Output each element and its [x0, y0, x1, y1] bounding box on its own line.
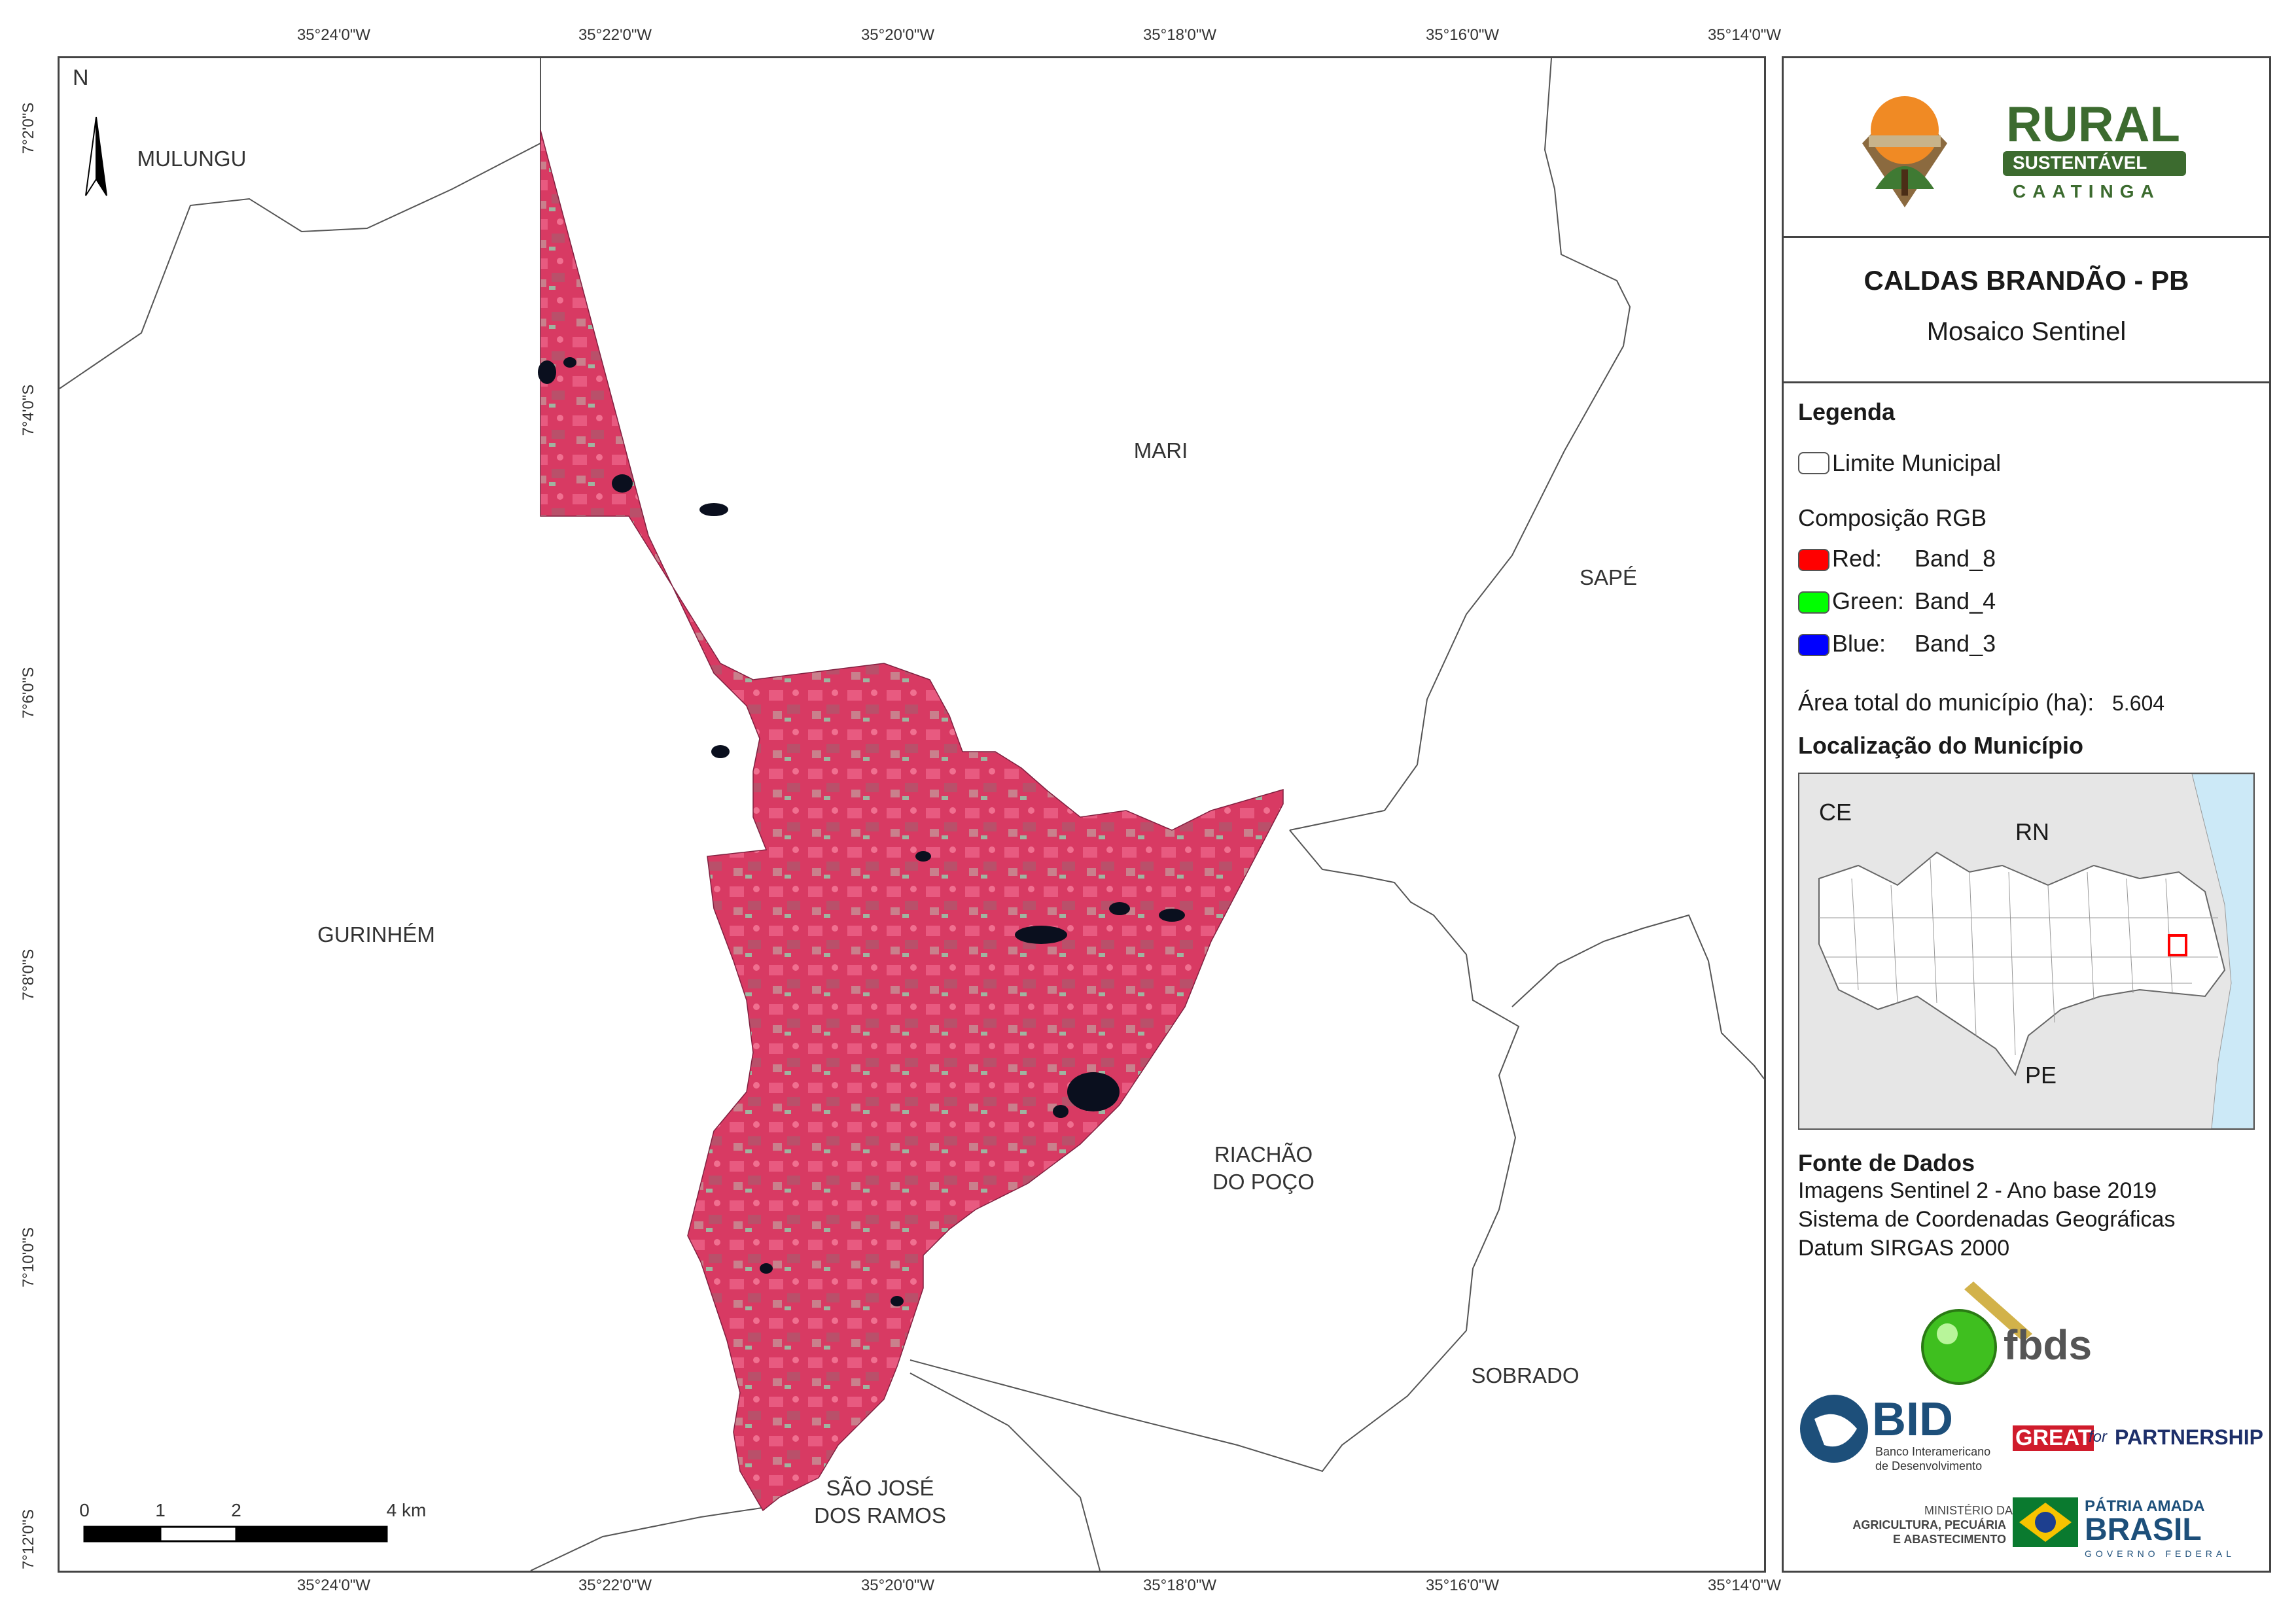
lon-label-top: 35°16'0"W [1425, 26, 1500, 44]
fbds-logo-text: fbds [2004, 1321, 2093, 1369]
ministerio-text: AGRICULTURA, PECUÁRIA [1852, 1518, 2006, 1531]
lon-label-bottom: 35°20'0"W [860, 1577, 935, 1594]
lon-label-bottom: 35°14'0"W [1707, 1577, 1782, 1594]
green-band-value: Band_4 [1915, 587, 1996, 614]
place-sobrado: SOBRADO [1471, 1363, 1580, 1387]
lon-label-bottom: 35°18'0"W [1142, 1577, 1217, 1594]
area-label: Área total do município (ha): [1798, 689, 2094, 716]
rgb-heading: Composição RGB [1798, 504, 1987, 531]
logo-section: RURAL SUSTENTÁVEL CAATINGA [1784, 58, 2269, 238]
place-mari: MARI [1133, 438, 1188, 462]
rural-logo-icon [1862, 96, 2186, 207]
fbds-logo-icon [1921, 1282, 2032, 1385]
north-arrow-label: N [73, 65, 89, 90]
rural-logo-subtext: SUSTENTÁVEL [2013, 152, 2147, 173]
blue-band-value: Band_3 [1915, 630, 1996, 657]
place-riachao-line2: DO POÇO [1212, 1170, 1315, 1194]
municipality-polygon [540, 130, 1284, 1512]
rural-logo-text: RURAL [2006, 97, 2180, 152]
blue-band-swatch-icon [1798, 634, 1829, 656]
lat-label-left: 7°10'0"S [20, 1227, 37, 1288]
source-line: Sistema de Coordenadas Geográficas [1798, 1207, 2176, 1232]
lon-label-top: 35°20'0"W [860, 26, 935, 44]
place-sape: SAPÉ [1579, 565, 1638, 589]
great-for-text: for [2089, 1428, 2108, 1446]
area-value: 5.604 [2112, 691, 2165, 715]
place-sao-jose-line1: SÃO JOSÉ [826, 1476, 934, 1500]
green-band-swatch-icon [1798, 591, 1829, 614]
lon-label-bottom: 35°22'0"W [578, 1577, 652, 1594]
inset-label-rn: RN [2015, 818, 2049, 845]
lat-label-left: 7°8'0"S [20, 949, 37, 1001]
source-heading: Fonte de Dados [1798, 1149, 1975, 1176]
green-band-label: Green: [1832, 587, 1905, 614]
red-band-value: Band_8 [1915, 545, 1996, 572]
map-title: CALDAS BRANDÃO - PB [1863, 265, 2189, 296]
source-line: Datum SIRGAS 2000 [1798, 1236, 2010, 1261]
map-subtitle: Mosaico Sentinel [1926, 317, 2127, 346]
lon-label-top: 35°22'0"W [578, 26, 652, 44]
place-sao-jose-line2: DOS RAMOS [814, 1503, 946, 1527]
bid-subtext: de Desenvolvimento [1875, 1459, 1983, 1473]
patria-amada-text: PÁTRIA AMADA [2085, 1497, 2205, 1515]
brasil-flag-icon [2013, 1497, 2078, 1547]
partnership-text: PARTNERSHIP [2115, 1425, 2263, 1449]
lat-label-left: 7°2'0"S [20, 102, 37, 154]
inset-label-pe: PE [2025, 1062, 2057, 1089]
lon-label-top: 35°24'0"W [296, 26, 371, 44]
title-section: CALDAS BRANDÃO - PB Mosaico Sentinel [1784, 236, 2269, 383]
ministerio-text: MINISTÉRIO DA [1924, 1504, 2013, 1517]
lat-label-left: 7°12'0"S [20, 1509, 37, 1570]
inset-map-canvas [1799, 774, 2253, 1128]
red-band-label: Red: [1832, 545, 1882, 572]
map-canvas [60, 58, 1764, 1571]
rural-logo-caatinga: CAATINGA [2013, 181, 2161, 201]
bid-logo-icon [1800, 1395, 1868, 1463]
municipal-boundaries [60, 58, 1764, 1571]
governo-federal-text: GOVERNO FEDERAL [2085, 1548, 2236, 1559]
bid-subtext: Banco Interamericano [1875, 1445, 1991, 1458]
source-line: Imagens Sentinel 2 - Ano base 2019 [1798, 1178, 2157, 1203]
red-band-swatch-icon [1798, 549, 1829, 571]
place-riachao-line1: RIACHÃO [1214, 1142, 1313, 1166]
legend-heading: Legenda [1798, 398, 1896, 425]
lon-label-top: 35°14'0"W [1707, 26, 1782, 44]
lon-label-bottom: 35°24'0"W [296, 1577, 371, 1594]
great-logo-text: GREAT [2013, 1425, 2094, 1451]
lat-label-left: 7°4'0"S [20, 384, 37, 436]
legend-limit-label: Limite Municipal [1832, 449, 2002, 476]
place-gurinhem: GURINHÉM [317, 922, 435, 947]
lon-label-bottom: 35°16'0"W [1425, 1577, 1500, 1594]
map-frame[interactable]: N MULUNGU MARI SAPÉ GURINHÉM RIACHÃO DO … [58, 56, 1766, 1573]
scalebar [83, 1526, 388, 1543]
blue-band-label: Blue: [1832, 630, 1886, 657]
north-arrow-icon [85, 116, 107, 196]
ministerio-text: E ABASTECIMENTO [1892, 1533, 2006, 1546]
scalebar-tick: 1 [155, 1500, 166, 1520]
location-heading: Localização do Município [1798, 732, 2084, 759]
location-inset-map[interactable]: CE RN PE [1798, 773, 2255, 1130]
bid-logo-text: BID [1872, 1393, 1953, 1446]
brasil-text: BRASIL [2085, 1512, 2202, 1547]
place-mulungu: MULUNGU [137, 147, 247, 171]
inset-label-ce: CE [1819, 799, 1852, 826]
lat-label-left: 7°6'0"S [20, 667, 37, 719]
scalebar-tick: 4 km [386, 1500, 427, 1520]
limit-swatch-icon [1798, 452, 1829, 474]
lon-label-top: 35°18'0"W [1142, 26, 1217, 44]
scalebar-tick: 0 [79, 1500, 90, 1520]
side-panel: RURAL SUSTENTÁVEL CAATINGA CALDAS BRANDÃ… [1782, 56, 2271, 1573]
water-bodies [538, 357, 1185, 1306]
scalebar-tick: 2 [231, 1500, 241, 1520]
